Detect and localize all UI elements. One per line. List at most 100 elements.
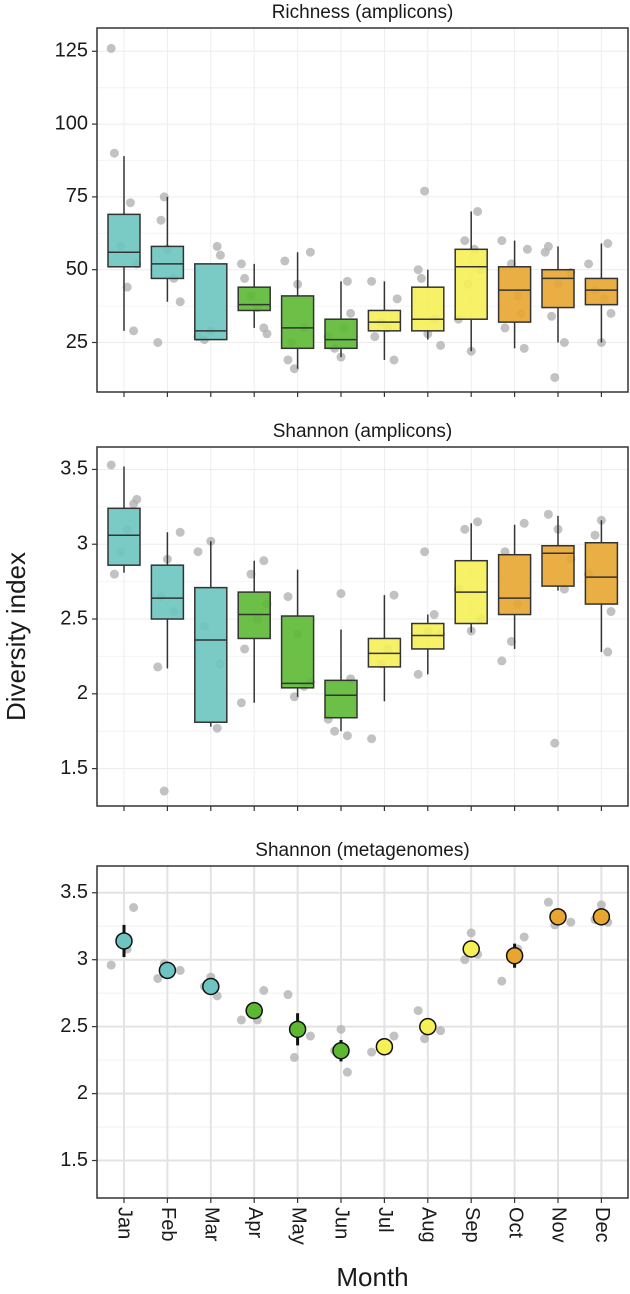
data-point [305,1031,315,1041]
data-point [305,247,315,257]
y-tick-label: 100 [55,112,88,134]
box [367,309,402,332]
box [280,615,315,689]
data-point [550,372,560,382]
mean-point [462,940,480,958]
data-point [342,731,352,741]
x-tick-label: Jun [331,1207,353,1239]
data-point [413,1006,423,1016]
data-point [413,669,423,679]
data-point [283,355,293,365]
data-point [212,241,222,251]
data-point [497,656,507,666]
data-point [519,518,529,528]
data-point [193,547,203,557]
data-point [370,332,380,342]
mean-point [549,908,567,926]
box [324,318,358,350]
data-point [367,734,377,744]
data-point [389,355,399,365]
data-point [519,343,529,353]
mean-point [202,977,220,996]
data-point [596,900,606,910]
x-tick-label: Dec [591,1207,613,1243]
x-tick-label: Feb [157,1207,179,1241]
data-point [420,547,430,557]
data-point [519,932,529,942]
box [497,266,532,323]
plot-background [97,447,628,806]
data-point [129,903,139,912]
data-point [506,636,516,646]
data-point [289,364,299,374]
y-tick-label: 3 [77,533,88,555]
data-point [330,726,340,736]
data-point [336,1024,346,1034]
data-point [466,928,476,938]
data-point [460,955,470,965]
data-point [280,256,290,266]
panel-border [96,865,629,1199]
data-point [153,973,163,983]
data-point [603,647,613,657]
data-point [129,326,139,336]
y-tick-label: 125 [55,40,88,62]
data-point [606,607,616,617]
panel-title: Shannon (amplicons) [273,421,453,442]
x-axis-title: Month [336,1262,408,1292]
data-point [236,698,246,708]
data-point [336,589,346,599]
data-point [367,1047,377,1057]
data-point [259,986,269,995]
data-point [420,186,430,196]
data-point [460,236,470,246]
box [584,277,619,306]
box [194,263,228,341]
y-tick-label: 2.5 [60,1015,88,1037]
y-tick-label: 3.5 [60,458,88,480]
mean-point [332,1041,350,1060]
data-point [606,308,616,318]
box [454,248,488,320]
panel-title: Shannon (metagenomes) [255,840,469,861]
data-point [153,337,163,347]
data-point [262,329,272,339]
box [541,268,575,309]
y-tick-label: 25 [66,331,88,353]
data-point [259,556,269,566]
data-point [436,340,446,350]
data-point [416,273,426,283]
x-tick-label: Sep [461,1207,483,1243]
data-point [566,917,576,927]
y-tick-label: 3 [77,948,88,970]
data-point [543,897,553,907]
data-point [132,494,142,504]
box [280,295,315,350]
data-point [289,1052,299,1062]
box [194,586,228,723]
data-point [283,990,293,1000]
plot-background [97,28,628,392]
y-tick-label: 2 [77,1082,88,1104]
box [497,553,532,616]
data-point [236,1015,246,1025]
plot-background [97,866,628,1198]
data-point [159,192,169,202]
data-point [289,692,299,702]
y-tick-label: 50 [66,258,88,280]
mean-point [419,1017,437,1036]
mean-point [505,946,524,965]
data-point [153,662,163,672]
data-point [500,323,510,333]
data-point [212,723,222,733]
data-point [497,236,507,246]
data-point [236,259,246,269]
mean-point [158,961,177,980]
data-point [342,276,352,286]
box [324,679,358,719]
x-tick-label: Apr [244,1207,266,1238]
data-point [175,965,185,975]
panel-border [96,27,629,393]
box [107,507,141,566]
